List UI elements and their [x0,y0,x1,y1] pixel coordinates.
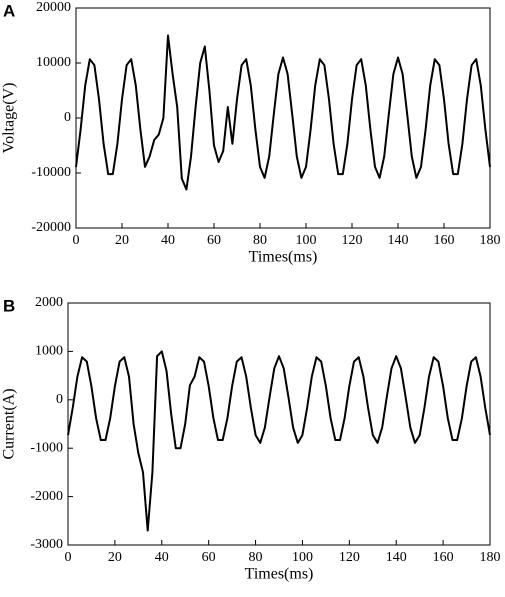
y-axis-label: Current(A) [1,388,18,459]
x-tick-label: 0 [65,550,72,565]
y-tick-label: -3000 [30,537,63,552]
y-tick-label: -10000 [31,165,71,180]
x-tick-label: 40 [161,233,175,248]
y-tick-label: 20000 [36,0,71,15]
x-tick-label: 0 [73,233,80,248]
x-tick-label: 40 [155,550,169,565]
y-tick-label: -1000 [30,440,63,455]
x-axis-label: Times(ms) [249,249,318,266]
x-tick-label: 60 [207,233,221,248]
y-tick-label: 1000 [35,344,63,359]
y-tick-label: 0 [56,392,63,407]
plot-frame [75,7,491,229]
y-tick-label: -2000 [30,489,63,504]
x-axis-label: Times(ms) [245,566,314,583]
x-tick-label: 120 [339,550,360,565]
y-tick-label: 10000 [36,55,71,70]
x-tick-label: 160 [434,233,455,248]
x-tick-label: 140 [386,550,407,565]
panel-label: A [3,1,15,20]
x-tick-label: 80 [249,550,263,565]
x-tick-label: 180 [480,550,501,565]
x-tick-label: 140 [388,233,409,248]
x-tick-label: 60 [202,550,216,565]
x-tick-label: 100 [296,233,317,248]
x-tick-label: 120 [342,233,363,248]
y-axis-label: Voltage(V) [1,83,18,154]
panel-label: B [3,296,15,315]
data-line [67,350,491,532]
x-tick-label: 180 [480,233,501,248]
plot-frame [67,302,491,546]
x-tick-label: 80 [253,233,267,248]
x-tick-label: 160 [433,550,454,565]
y-tick-label: 2000 [35,295,63,310]
x-tick-label: 20 [115,233,129,248]
data-line [75,34,491,191]
x-tick-label: 100 [292,550,313,565]
y-tick-label: 0 [64,110,71,125]
y-tick-label: -20000 [31,220,71,235]
x-tick-label: 20 [108,550,122,565]
